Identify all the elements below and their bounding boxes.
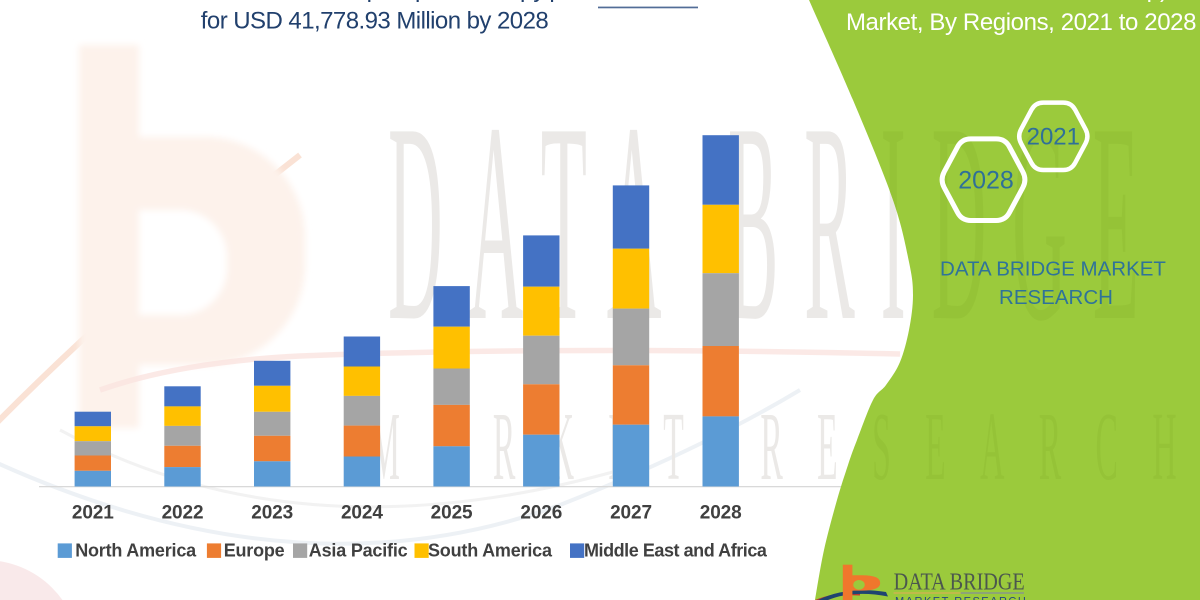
- svg-text:The Market is Expected to Grow: The Market is Expected to Grow up at a C…: [187, 0, 774, 3]
- svg-text:2026: 2026: [520, 502, 562, 523]
- svg-text:Asia Pacific: Asia Pacific: [309, 541, 408, 561]
- svg-text:MARKET RESEARCH: MARKET RESEARCH: [370, 392, 1200, 500]
- svg-text:MARKET RESEARCH: MARKET RESEARCH: [895, 596, 1027, 600]
- svg-text:2021: 2021: [72, 502, 114, 523]
- svg-text:2028: 2028: [700, 502, 742, 523]
- svg-text:DATA BRIDGE MARKET: DATA BRIDGE MARKET: [940, 258, 1166, 281]
- svg-text:2025: 2025: [431, 502, 473, 523]
- svg-text:2022: 2022: [162, 502, 204, 523]
- svg-text:Growth and Forecast p): Growth and Forecast p): [916, 0, 1168, 3]
- svg-text:2023: 2023: [251, 502, 293, 523]
- svg-text:Middle East and Africa: Middle East and Africa: [584, 541, 768, 561]
- svg-text:2027: 2027: [610, 502, 652, 523]
- svg-text:py: py: [520, 0, 545, 3]
- svg-text:p: p: [415, 0, 428, 3]
- svg-text:South America: South America: [428, 541, 553, 561]
- svg-text:North America: North America: [75, 541, 197, 561]
- svg-text:2024: 2024: [341, 502, 383, 523]
- svg-text:Europe: Europe: [224, 541, 285, 561]
- svg-text:Market, By Regions, 2021 to 20: Market, By Regions, 2021 to 2028: [846, 9, 1196, 36]
- svg-text:2028: 2028: [958, 167, 1014, 195]
- svg-text:for USD 41,778.93 Million by 2: for USD 41,778.93 Million by 2028: [201, 8, 549, 35]
- svg-text:RESEARCH: RESEARCH: [999, 286, 1113, 309]
- svg-text:2021: 2021: [1027, 124, 1080, 151]
- svg-text:DATA BRIDGE: DATA BRIDGE: [894, 568, 1025, 595]
